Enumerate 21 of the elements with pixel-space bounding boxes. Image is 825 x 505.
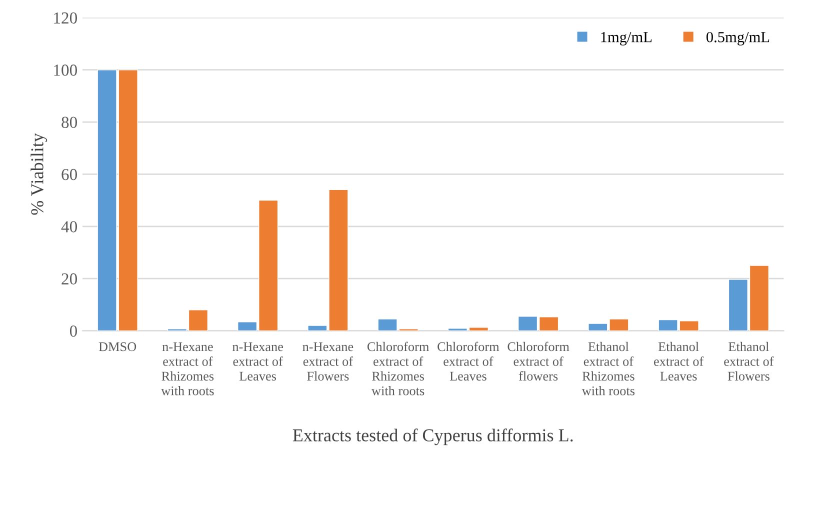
x-tick-label: DMSO bbox=[98, 342, 136, 352]
x-tick-label: Chloroform extract of flowers bbox=[508, 342, 570, 381]
y-tick-label: 60 bbox=[62, 168, 78, 180]
y-tick-label: 120 bbox=[54, 12, 78, 24]
x-tick-label: Ethanol extract of Flowers bbox=[724, 342, 774, 381]
y-axis-title: % Viability bbox=[30, 133, 48, 215]
x-tick-label: Chloroform extract of Leaves bbox=[438, 342, 500, 381]
legend-label: 1mg/mL bbox=[601, 32, 652, 46]
y-tick-label: 0 bbox=[70, 325, 78, 337]
x-tick-label: Ethanol extract of Leaves bbox=[654, 342, 704, 381]
x-tick-label: Ethanol extract of Rhizomes with roots bbox=[582, 342, 635, 396]
y-tick-label: 100 bbox=[54, 64, 78, 76]
y-tick-label: 80 bbox=[62, 116, 78, 128]
x-axis-title: Extracts tested of Cyperus difformis L. bbox=[292, 428, 573, 446]
x-tick-label: Chloroform extract of Rhizomes with roots bbox=[367, 342, 430, 396]
y-tick-label: 40 bbox=[61, 221, 78, 232]
x-tick-label: n-Hexane extract of Flowers bbox=[302, 342, 354, 381]
legend-label: 0.5mg/mL bbox=[706, 32, 770, 46]
x-tick-label: n-Hexane extract of Rhizomes with roots bbox=[161, 342, 214, 396]
y-tick-label: 20 bbox=[62, 273, 78, 285]
x-tick-label: n-Hexane extract of Leaves bbox=[232, 342, 283, 381]
